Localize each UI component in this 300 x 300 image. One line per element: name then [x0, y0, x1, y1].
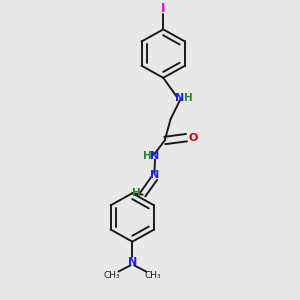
Text: O: O [188, 133, 197, 143]
Text: N: N [176, 93, 185, 103]
Text: N: N [150, 151, 160, 161]
Text: H: H [132, 188, 140, 198]
Text: H: H [184, 93, 193, 103]
Text: N: N [150, 170, 159, 180]
Text: H: H [143, 151, 152, 161]
Text: I: I [161, 2, 166, 15]
Text: CH₃: CH₃ [145, 271, 161, 280]
Text: N: N [128, 257, 137, 268]
Text: CH₃: CH₃ [103, 271, 120, 280]
